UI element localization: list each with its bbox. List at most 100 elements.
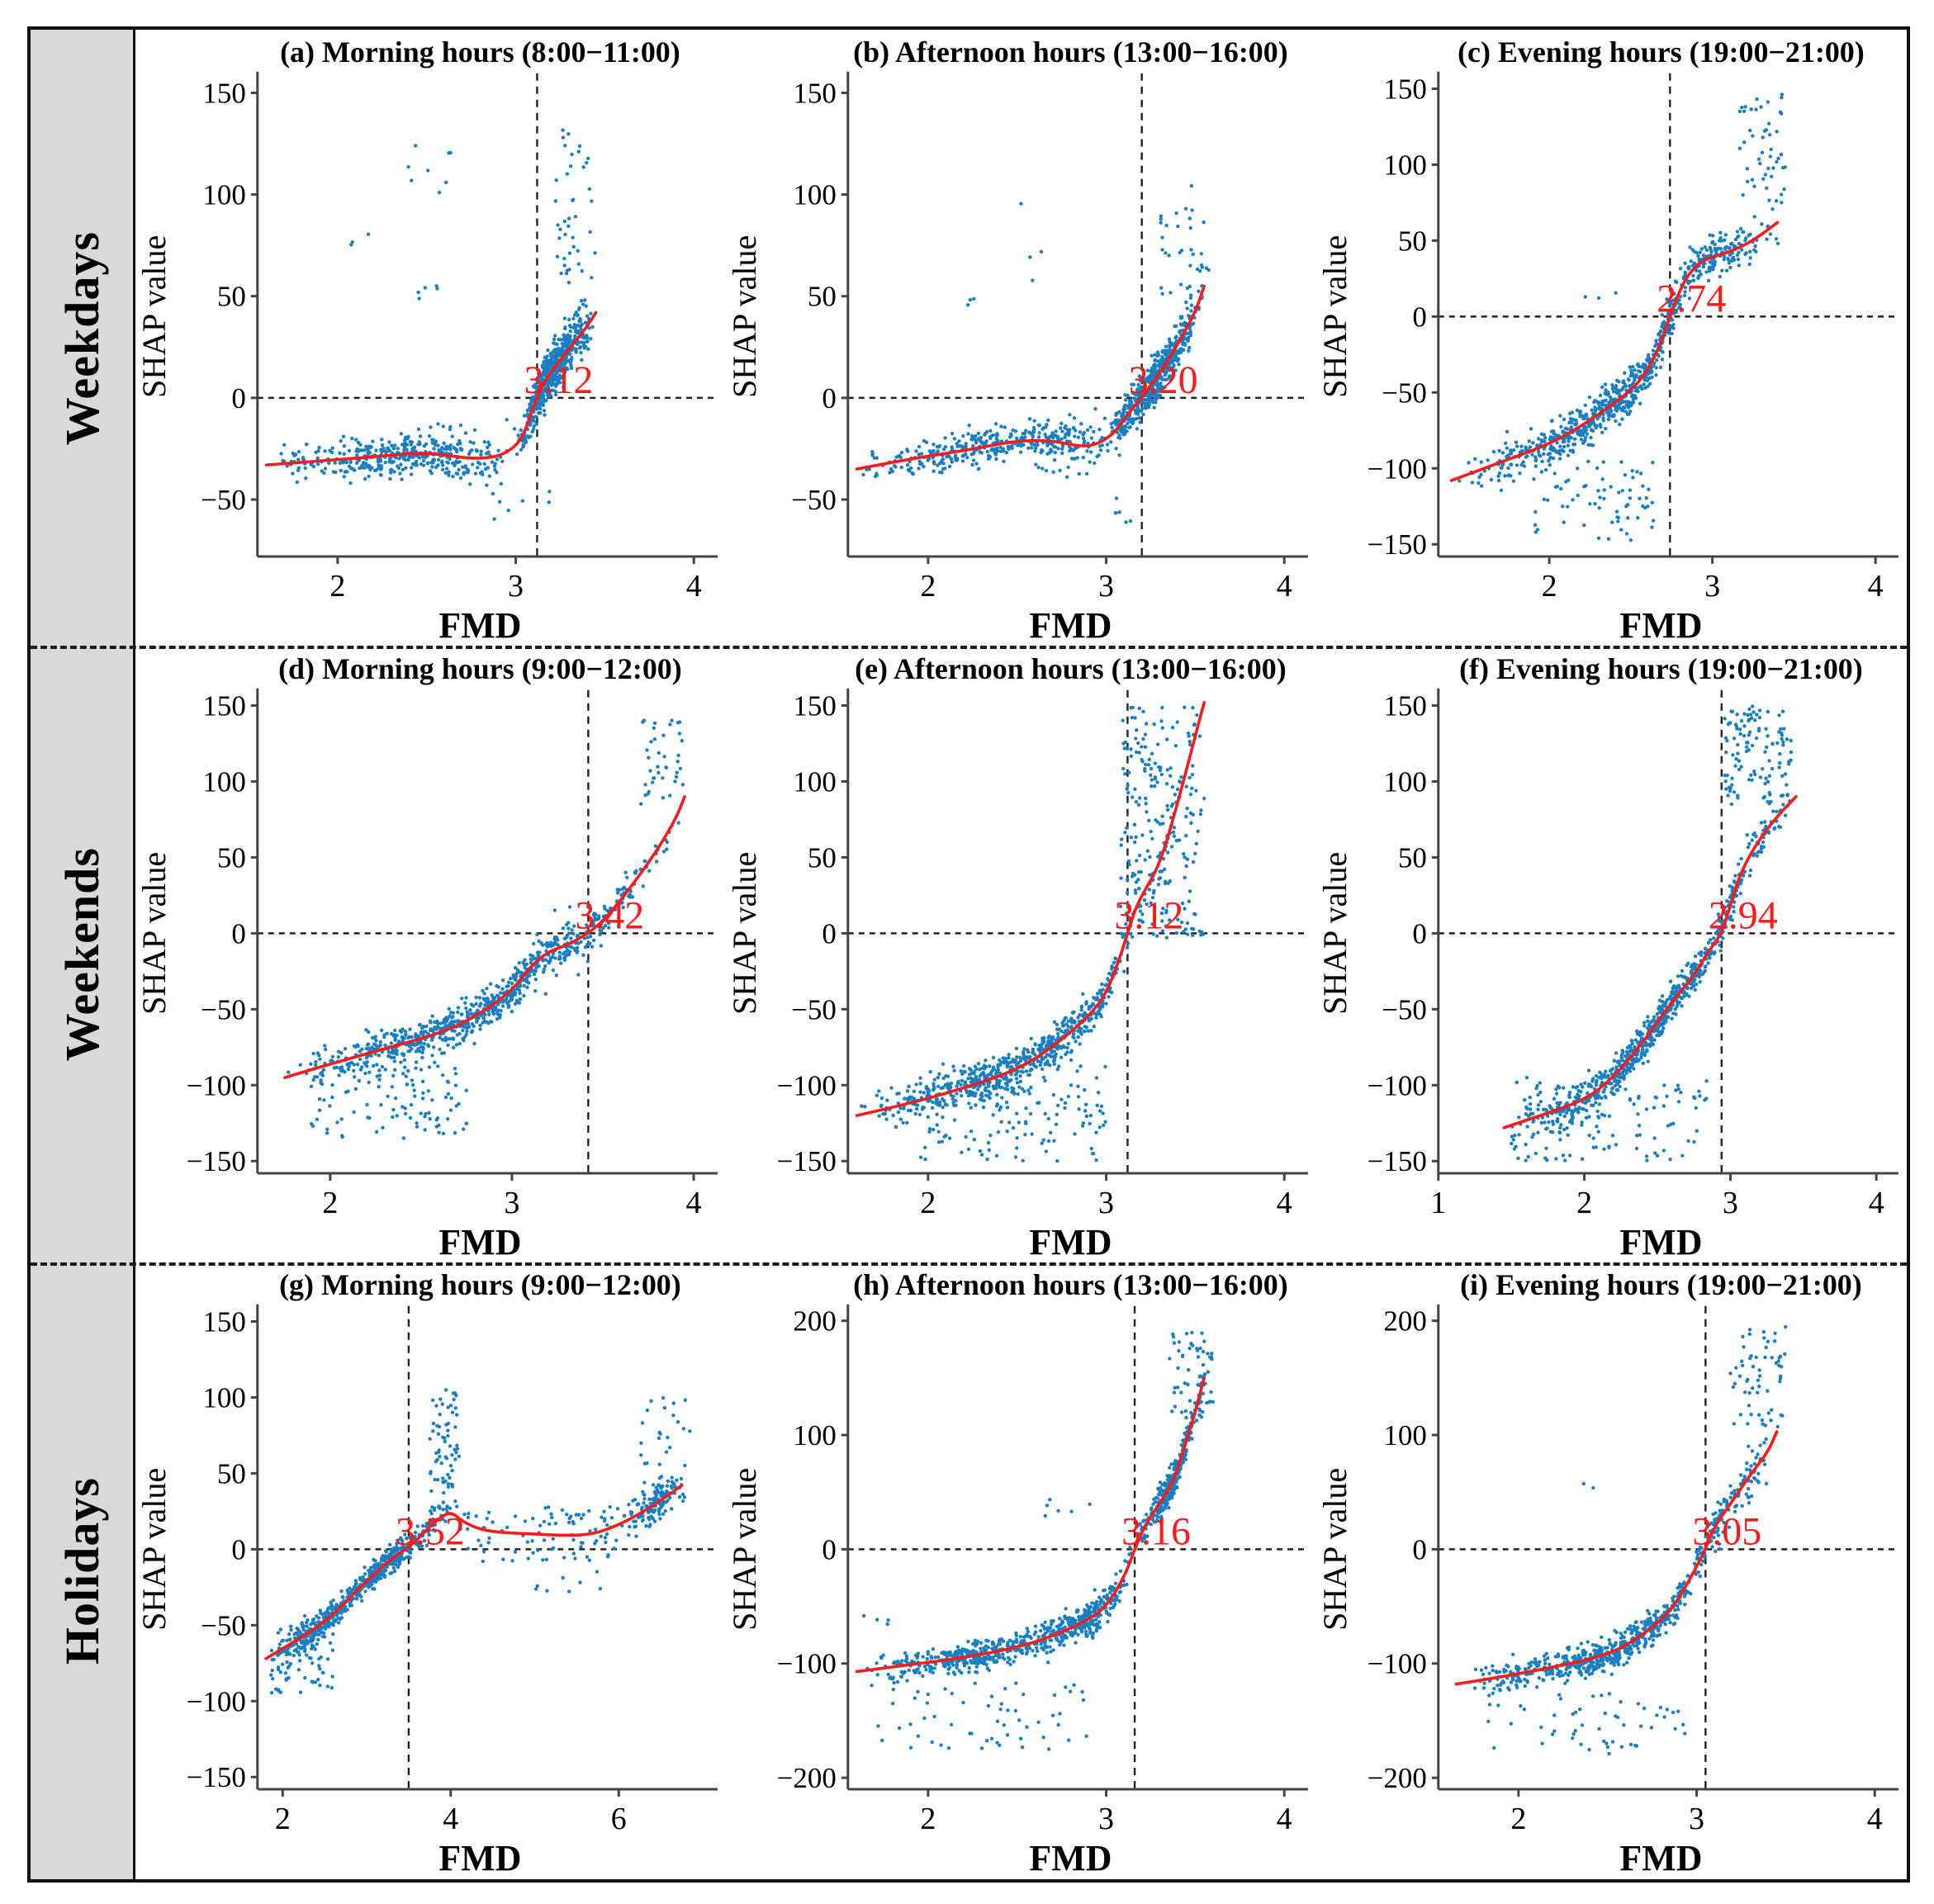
y-tick-label: −200 (1368, 1762, 1427, 1794)
row-label-sidebar: Weekdays Weekends Holidays (31, 30, 135, 1879)
y-tick-label: 50 (217, 281, 246, 313)
figure-frame: Weekdays Weekends Holidays (a) Morning h… (27, 26, 1910, 1883)
y-tick-label: −100 (187, 1069, 246, 1101)
panel-c-xlabel: FMD (1619, 605, 1702, 646)
x-tick-label: 4 (1277, 1802, 1292, 1836)
panel-e-trend-line (855, 700, 1206, 1117)
y-tick-label: −100 (1368, 452, 1427, 485)
y-tick-label: 0 (1412, 1534, 1426, 1566)
panel-d: (d) Morning hours (9:00−12:00) 3.42 −150 −1… (135, 647, 726, 1263)
panel-g-xlabel: FMD (438, 1838, 521, 1878)
panel-b-ylabel: SHAP value (726, 235, 763, 398)
panel-g-scatter (268, 1388, 692, 1695)
panel-d-title: (d) Morning hours (9:00−12:00) (278, 651, 682, 684)
y-tick-label: 150 (202, 689, 245, 722)
y-tick-label: −100 (777, 1648, 837, 1680)
panel-d-xlabel: FMD (438, 1221, 521, 1262)
x-tick-label: 4 (1277, 569, 1292, 604)
panel-b-trend-line (855, 284, 1206, 471)
y-tick-label: 150 (1383, 689, 1426, 722)
panels-grid: (a) Morning hours (8:00−11:00) 3.12 −50 0 50… (135, 30, 1907, 1879)
panel-g-ylabel: SHAP value (135, 1468, 173, 1631)
panel-i-ylabel: SHAP value (1316, 1468, 1353, 1631)
y-tick-label: 50 (808, 841, 837, 874)
y-tick-label: 100 (202, 765, 245, 798)
x-tick-label: 3 (1723, 1186, 1738, 1220)
panel-f-ylabel: SHAP value (1316, 851, 1353, 1014)
row-cell-weekends: Weekends (31, 647, 133, 1263)
panel-a-title: (a) Morning hours (8:00−11:00) (280, 36, 680, 69)
x-tick-label: 2 (1542, 569, 1557, 604)
panel-f-svg: (f) Evening hours (19:00−21:00) 2.94 −150 −… (1316, 651, 1899, 1262)
x-tick-label: 4 (1277, 1186, 1292, 1220)
y-tick-label: 100 (1383, 149, 1426, 181)
x-tick-label: 3 (504, 1186, 519, 1220)
panel-i-threshold-value: 3.05 (1692, 1510, 1761, 1554)
y-tick-label: −100 (777, 1069, 837, 1101)
x-tick-label: 2 (920, 1802, 936, 1836)
panel-c: (c) Evening hours (19:00−21:00) 2.74 −150 −… (1316, 30, 1907, 647)
panel-e-xlabel: FMD (1029, 1221, 1112, 1262)
x-tick-label: 3 (1098, 1186, 1114, 1220)
row-separator-2 (31, 1262, 1907, 1266)
y-tick-label: 50 (217, 841, 246, 874)
panel-f-threshold-value: 2.94 (1709, 893, 1778, 937)
panel-c-threshold-value: 2.74 (1657, 277, 1726, 320)
y-tick-label: −100 (1368, 1648, 1427, 1680)
x-tick-label: 2 (1510, 1802, 1526, 1836)
panel-d-threshold-value: 3.42 (575, 893, 644, 937)
x-tick-label: 2 (920, 1186, 936, 1220)
x-tick-label: 4 (686, 1186, 702, 1220)
y-tick-label: 100 (793, 1419, 836, 1452)
y-tick-label: −50 (1382, 993, 1427, 1025)
panel-g-threshold-value: 3.52 (396, 1510, 465, 1554)
panel-e-ylabel: SHAP value (726, 851, 763, 1014)
panel-b-xlabel: FMD (1029, 605, 1112, 646)
y-tick-label: −150 (1368, 1145, 1427, 1177)
panel-d-trend-line (283, 794, 686, 1079)
x-tick-label: 2 (329, 569, 345, 604)
panel-i-xlabel: FMD (1619, 1838, 1702, 1878)
y-tick-label: 50 (808, 281, 837, 313)
panel-e-threshold-value: 3.12 (1114, 893, 1183, 937)
panel-h-trend-line (855, 1376, 1206, 1674)
panel-a-scatter (279, 128, 597, 521)
panel-b: (b) Afternoon hours (13:00−16:00) 3.20 −50… (726, 30, 1316, 647)
panel-a-svg: (a) Morning hours (8:00−11:00) 3.12 −50 0 50… (135, 36, 718, 646)
x-tick-label: 2 (920, 569, 936, 604)
panel-e: (e) Afternoon hours (13:00−16:00) 3.12 −15… (726, 647, 1316, 1263)
y-tick-label: −150 (777, 1145, 837, 1177)
y-tick-label: 0 (231, 917, 245, 950)
y-tick-label: 150 (793, 77, 836, 109)
y-tick-label: 200 (793, 1305, 836, 1338)
panel-f-title: (f) Evening hours (19:00−21:00) (1459, 651, 1863, 684)
x-tick-label: 3 (1098, 569, 1114, 604)
x-tick-label: 3 (508, 569, 524, 604)
y-tick-label: −100 (187, 1686, 246, 1718)
panel-i-svg: (i) Evening hours (19:00−21:00) 3.05 −200 −… (1316, 1268, 1899, 1878)
panel-e-title: (e) Afternoon hours (13:00−16:00) (855, 651, 1287, 684)
x-tick-label: 3 (1704, 569, 1720, 604)
panel-g-svg: (g) Morning hours (9:00−12:00) 3.52 −150 −1… (135, 1268, 718, 1878)
y-tick-label: 100 (793, 765, 836, 798)
x-tick-label: 2 (1576, 1186, 1592, 1220)
panel-f: (f) Evening hours (19:00−21:00) 2.94 −150 −… (1316, 647, 1907, 1263)
y-tick-label: 100 (793, 179, 836, 211)
y-tick-label: 100 (202, 1382, 245, 1414)
y-tick-label: 50 (1398, 225, 1427, 257)
y-tick-label: 0 (822, 917, 836, 950)
y-tick-label: −200 (777, 1762, 837, 1794)
panel-c-svg: (c) Evening hours (19:00−21:00) 2.74 −150 −… (1316, 36, 1899, 646)
panel-h: (h) Afternoon hours (13:00−16:00) 3.16 −20… (726, 1262, 1316, 1879)
panel-g-trend-line (264, 1484, 684, 1660)
y-tick-label: 150 (793, 689, 836, 722)
x-tick-label: 2 (275, 1802, 291, 1836)
panel-a-threshold-value: 3.12 (524, 358, 593, 402)
row-separator-1 (31, 646, 1907, 649)
y-tick-label: −100 (1368, 1069, 1427, 1101)
panel-c-ylabel: SHAP value (1316, 235, 1353, 398)
y-tick-label: 0 (1412, 301, 1426, 333)
panel-g-title: (g) Morning hours (9:00−12:00) (279, 1268, 681, 1301)
panel-a-trend-line (264, 310, 598, 467)
